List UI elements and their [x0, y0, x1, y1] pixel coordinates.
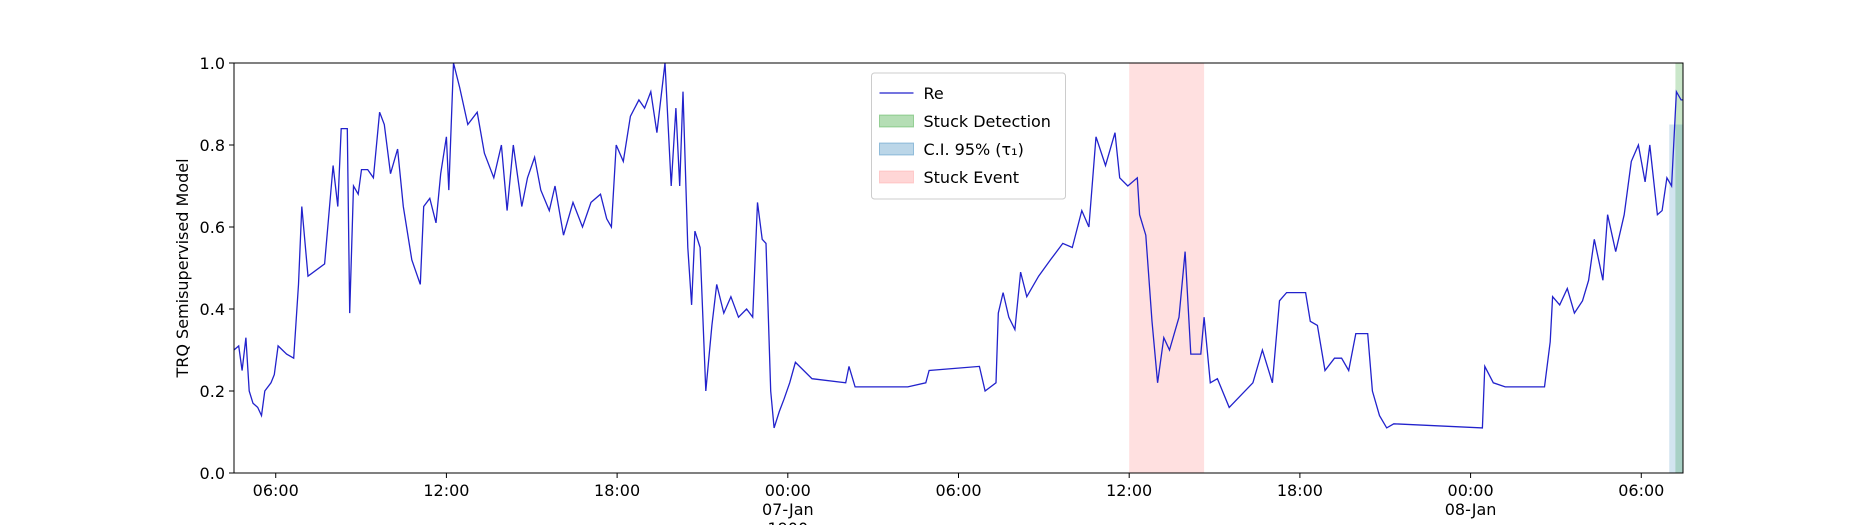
- y-tick-label: 0.2: [200, 382, 225, 401]
- legend-label: C.I. 95% (τ₁): [924, 140, 1024, 159]
- legend-label: Re: [924, 84, 944, 103]
- x-tick-label: 06:00: [253, 481, 299, 500]
- x-tick-label-line: 00:00: [1448, 481, 1494, 500]
- legend-label: Stuck Event: [924, 168, 1020, 187]
- y-tick-label: 0.0: [200, 464, 225, 483]
- legend-patch: [879, 114, 914, 128]
- x-tick-label: 06:00: [935, 481, 981, 500]
- y-tick-label: 0.4: [200, 300, 225, 319]
- x-tick-label: 12:00: [423, 481, 469, 500]
- x-tick-label-line: 06:00: [1618, 481, 1664, 500]
- x-tick-label-line: 12:00: [1106, 481, 1152, 500]
- y-axis-label: TRQ Semisupervised Model: [173, 158, 192, 378]
- x-tick-label-line: 06:00: [935, 481, 981, 500]
- span: [1129, 63, 1205, 473]
- y-tick-label: 0.6: [200, 218, 225, 237]
- y-tick-label: 0.8: [200, 136, 225, 155]
- line: [233, 62, 1683, 429]
- legend-patch: [879, 170, 914, 184]
- x-tick-label: 06:00: [1618, 481, 1664, 500]
- legend-label: Stuck Detection: [924, 112, 1051, 131]
- y-tick-label: 1.0: [200, 54, 225, 73]
- x-tick-label-line: 06:00: [253, 481, 299, 500]
- x-tick-label-line: 18:00: [594, 481, 640, 500]
- x-tick-label-line: 1900: [767, 519, 808, 525]
- legend-patch: [879, 142, 914, 156]
- x-tick-label-line: 08-Jan: [1445, 500, 1497, 519]
- x-tick-label: 12:00: [1106, 481, 1152, 500]
- x-tick-label: 00:00 08-Jan: [1445, 481, 1497, 519]
- x-tick-label-line: 07-Jan: [762, 500, 814, 519]
- x-tick-label: 18:00: [1277, 481, 1323, 500]
- x-tick-label: 18:00: [594, 481, 640, 500]
- x-tick-label-line: 00:00: [765, 481, 811, 500]
- legend-box: [871, 72, 1066, 200]
- x-tick-label-line: 12:00: [423, 481, 469, 500]
- span: [1675, 63, 1683, 473]
- span: [1669, 124, 1683, 473]
- x-tick-label-line: 18:00: [1277, 481, 1323, 500]
